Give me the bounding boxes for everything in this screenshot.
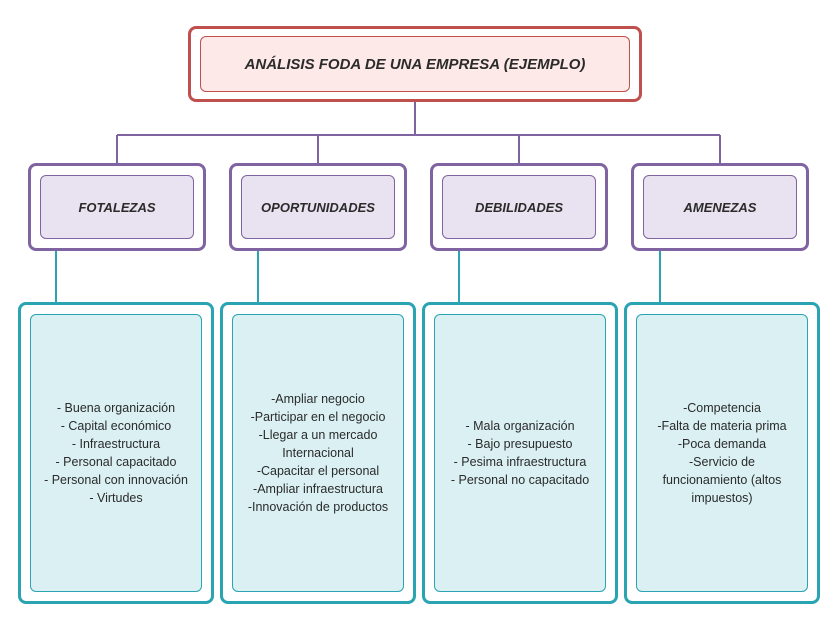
list-item: -Capacitar el personal (257, 462, 379, 480)
list-box-amenazas: -Competencia-Falta de materia prima-Poca… (636, 314, 808, 592)
cat-box-amenazas: AMENEZAS (643, 175, 797, 239)
list-item: - Personal capacitado (56, 453, 177, 471)
cat-label: AMENEZAS (684, 200, 757, 215)
cat-box-debilidades: DEBILIDADES (442, 175, 596, 239)
list-box-fortalezas: - Buena organización- Capital económico-… (30, 314, 202, 592)
title-box: ANÁLISIS FODA DE UNA EMPRESA (EJEMPLO) (200, 36, 630, 92)
list-item: -Servicio de funcionamiento (altos impue… (645, 453, 799, 507)
list-item: - Virtudes (89, 489, 142, 507)
list-item: - Buena organización (57, 399, 175, 417)
list-item: - Bajo presupuesto (468, 435, 573, 453)
list-item: - Pesima infraestructura (454, 453, 587, 471)
list-item: - Personal con innovación (44, 471, 188, 489)
list-box-oportunidades: -Ampliar negocio-Participar en el negoci… (232, 314, 404, 592)
list-item: -Ampliar infraestructura (253, 480, 383, 498)
list-item: - Personal no capacitado (451, 471, 589, 489)
list-item: - Capital económico (61, 417, 171, 435)
list-item: -Falta de materia prima (657, 417, 786, 435)
cat-box-oportunidades: OPORTUNIDADES (241, 175, 395, 239)
cat-label: DEBILIDADES (475, 200, 563, 215)
list-item: -Ampliar negocio (271, 390, 365, 408)
list-item: -Poca demanda (678, 435, 766, 453)
title-label: ANÁLISIS FODA DE UNA EMPRESA (EJEMPLO) (245, 56, 586, 73)
list-item: - Infraestructura (72, 435, 160, 453)
list-item: -Innovación de productos (248, 498, 388, 516)
list-item: -Llegar a un mercado Internacional (241, 426, 395, 462)
cat-box-fortalezas: FOTALEZAS (40, 175, 194, 239)
list-item: -Participar en el negocio (251, 408, 386, 426)
list-box-debilidades: - Mala organización- Bajo presupuesto- P… (434, 314, 606, 592)
cat-label: FOTALEZAS (78, 200, 155, 215)
list-item: - Mala organización (465, 417, 574, 435)
cat-label: OPORTUNIDADES (261, 200, 375, 215)
list-item: -Competencia (683, 399, 761, 417)
